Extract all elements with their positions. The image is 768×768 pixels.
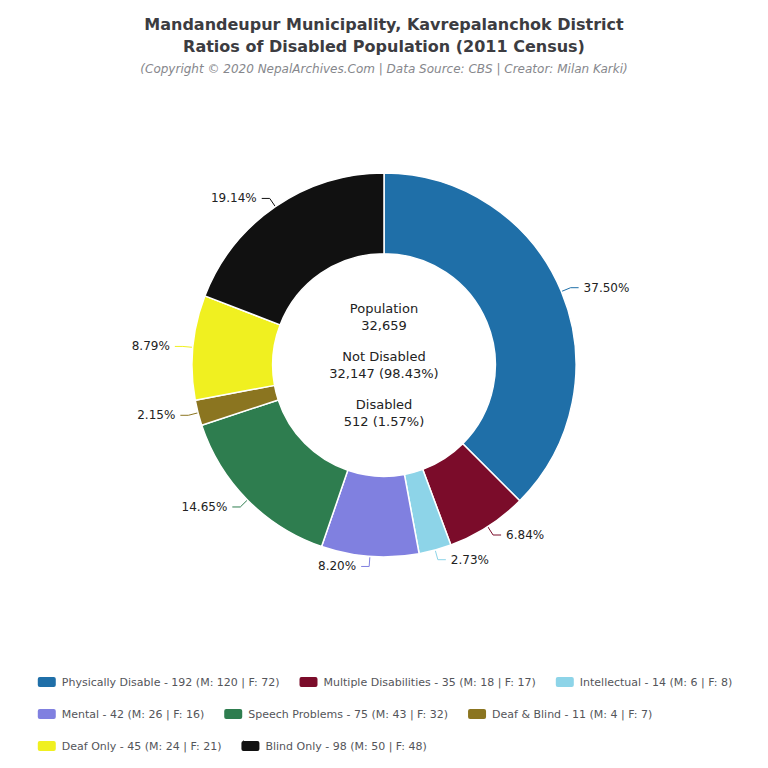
svg-text:19.14%: 19.14%: [211, 191, 257, 205]
svg-text:(Copyright © 2020 NepalArchive: (Copyright © 2020 NepalArchives.Com | Da…: [140, 62, 627, 76]
svg-text:512 (1.57%): 512 (1.57%): [344, 414, 424, 429]
svg-text:2.15%: 2.15%: [137, 408, 175, 422]
svg-text:Blind Only - 98 (M: 50 | F: 48: Blind Only - 98 (M: 50 | F: 48): [265, 740, 426, 753]
svg-text:32,147 (98.43%): 32,147 (98.43%): [329, 366, 438, 381]
svg-text:8.20%: 8.20%: [318, 559, 356, 573]
svg-text:Mental - 42 (M: 26 | F: 16): Mental - 42 (M: 26 | F: 16): [62, 708, 204, 721]
svg-text:6.84%: 6.84%: [506, 528, 544, 542]
svg-text:2.73%: 2.73%: [451, 553, 489, 567]
svg-text:Population: Population: [350, 301, 418, 316]
svg-text:Not Disabled: Not Disabled: [342, 349, 425, 364]
svg-text:32,659: 32,659: [361, 318, 407, 333]
svg-text:Intellectual - 14 (M: 6 | F: 8: Intellectual - 14 (M: 6 | F: 8): [580, 676, 732, 689]
svg-text:14.65%: 14.65%: [182, 500, 228, 514]
svg-text:Disabled: Disabled: [356, 397, 412, 412]
svg-text:37.50%: 37.50%: [584, 281, 630, 295]
svg-text:Deaf Only - 45 (M: 24 | F: 21): Deaf Only - 45 (M: 24 | F: 21): [62, 740, 222, 753]
svg-text:Speech Problems - 75 (M: 43 |: Speech Problems - 75 (M: 43 | F: 32): [248, 708, 448, 721]
svg-text:8.79%: 8.79%: [132, 339, 170, 353]
svg-text:Ratios of Disabled Population: Ratios of Disabled Population (2011 Cens…: [183, 37, 585, 56]
svg-text:Physically Disable - 192 (M: 1: Physically Disable - 192 (M: 120 | F: 72…: [62, 676, 280, 689]
svg-text:Deaf & Blind - 11 (M: 4 | F: 7: Deaf & Blind - 11 (M: 4 | F: 7): [492, 708, 652, 721]
svg-text:Multiple Disabilities - 35 (M:: Multiple Disabilities - 35 (M: 18 | F: 1…: [323, 676, 535, 689]
svg-text:Mandandeupur Municipality, Kav: Mandandeupur Municipality, Kavrepalancho…: [144, 15, 624, 34]
